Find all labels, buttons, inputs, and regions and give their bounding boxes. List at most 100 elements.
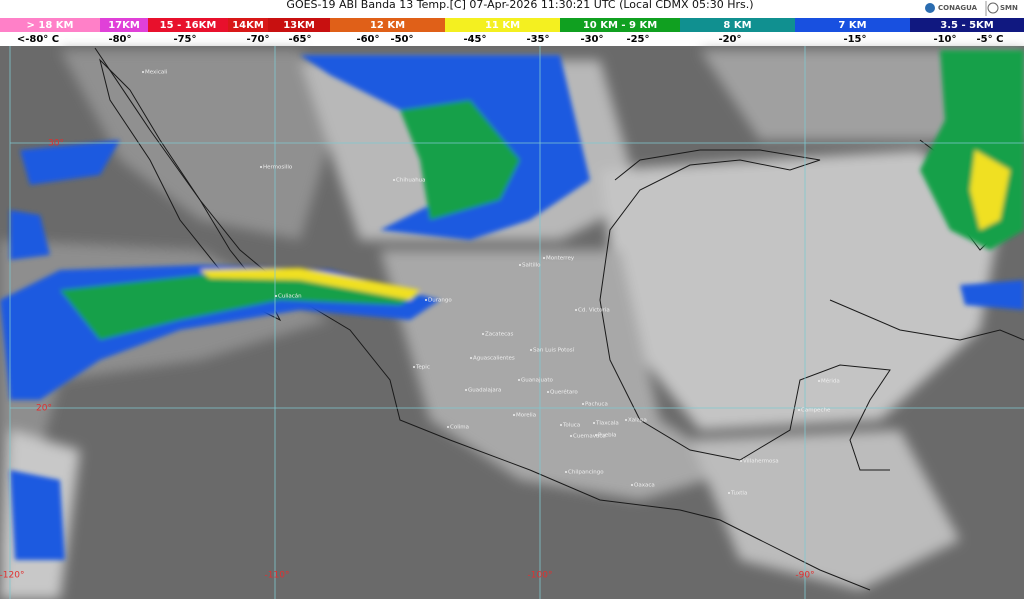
legend-band-label: 10 KM - 9 KM xyxy=(583,20,657,31)
city-marker xyxy=(818,380,820,382)
city-label: Guadalajara xyxy=(468,388,501,394)
legend-temp-label: -45° xyxy=(463,34,486,45)
legend-band xyxy=(330,18,445,32)
city-marker xyxy=(728,492,730,494)
city-label: Colima xyxy=(450,425,469,431)
city-marker xyxy=(560,424,562,426)
graticule-label: -90° xyxy=(795,571,814,581)
legend-band xyxy=(268,18,330,32)
city-label: Zacatecas xyxy=(485,332,513,338)
legend-temp-label: -80° xyxy=(108,34,131,45)
legend-temp-label: -5° C xyxy=(977,34,1004,45)
legend-band xyxy=(0,18,100,32)
city-marker xyxy=(425,299,427,301)
city-label: Cd. Victoria xyxy=(578,308,610,314)
city-marker xyxy=(543,257,545,259)
legend-band-label: 12 KM xyxy=(370,20,405,31)
legend-temp-label: <-80° C xyxy=(17,34,59,45)
city-label: Saltillo xyxy=(522,263,541,269)
city-marker xyxy=(595,434,597,436)
city-marker xyxy=(547,391,549,393)
legend-band xyxy=(560,18,680,32)
legend-band xyxy=(910,18,1024,32)
city-label: Cuernavaca xyxy=(573,434,606,440)
city-label: Mexicali xyxy=(145,70,168,76)
city-marker xyxy=(447,426,449,428)
city-label: Tepic xyxy=(415,365,430,371)
legend-temp-label: -25° xyxy=(626,34,649,45)
legend-band xyxy=(680,18,795,32)
city-marker xyxy=(582,403,584,405)
legend-band xyxy=(100,18,148,32)
graticule xyxy=(9,46,1024,599)
storm-clouds xyxy=(0,50,1024,560)
city-label: Querétaro xyxy=(550,389,578,396)
city-marker xyxy=(518,379,520,381)
city-marker xyxy=(575,309,577,311)
city-label: Guanajuato xyxy=(521,378,554,384)
satellite-map: 30° 20° -120° -110° -100° -90° Mexicali Hermosi… xyxy=(0,46,1024,599)
city-label: Puebla xyxy=(598,433,616,439)
legend-band-label: 17KM xyxy=(108,20,140,31)
city-marker xyxy=(393,179,395,181)
legend-band-label: 3.5 - 5KM xyxy=(940,20,994,31)
city-label: Oaxaca xyxy=(634,483,655,489)
title: GOES-19 ABI Banda 13 Temp.[C] 07-Apr-202… xyxy=(286,0,753,11)
legend-temp-label: -20° xyxy=(718,34,741,45)
city-label: Campeche xyxy=(801,408,831,414)
city-marker xyxy=(570,435,572,437)
legend-temp-label: -65° xyxy=(288,34,311,45)
city-marker xyxy=(513,414,515,416)
city-marker xyxy=(142,71,144,73)
city-marker xyxy=(482,333,484,335)
logo-icon xyxy=(925,3,935,13)
graticule-label: 20° xyxy=(36,404,52,414)
city-marker xyxy=(530,349,532,351)
city-label: Durango xyxy=(428,298,452,304)
city-marker xyxy=(470,357,472,359)
city-marker xyxy=(465,389,467,391)
city-label: Mérida xyxy=(821,378,840,385)
legend-temp-label: -30° xyxy=(580,34,603,45)
city-label: Xalapa xyxy=(628,418,647,424)
city-label: San Luis Potosí xyxy=(533,347,575,354)
legend-band-label: 8 KM xyxy=(723,20,751,31)
graticule-label: -100° xyxy=(528,571,553,581)
legend-temp-row xyxy=(0,32,1024,46)
city-label: Monterrey xyxy=(546,256,575,262)
city-label: Tlaxcala xyxy=(595,421,619,427)
city-label: Pachuca xyxy=(585,402,608,408)
legend-band-label: 14KM xyxy=(232,20,264,31)
city-marker xyxy=(798,409,800,411)
city-marker xyxy=(565,471,567,473)
legend-temp-label: -75° xyxy=(173,34,196,45)
graticule-label: -110° xyxy=(265,571,290,581)
city-label: Culiacán xyxy=(278,293,302,300)
legend-temp-label: -35° xyxy=(526,34,549,45)
legend-band xyxy=(148,18,228,32)
legend-band xyxy=(228,18,268,32)
logos: CONAGUA SMN xyxy=(925,1,1018,16)
city-label: Hermosillo xyxy=(263,165,293,171)
city-label: Tuxtla xyxy=(730,491,747,497)
city-label: Chilpancingo xyxy=(568,470,604,476)
legend-band-label: 13KM xyxy=(283,20,315,31)
city-label: Toluca xyxy=(562,423,580,429)
city-marker xyxy=(625,419,627,421)
title-bar xyxy=(0,0,1024,18)
logo-text: SMN xyxy=(1000,4,1018,12)
city-marker xyxy=(260,166,262,168)
city-marker xyxy=(275,295,277,297)
city-marker xyxy=(519,264,521,266)
legend: > 18 KM 17KM 15 - 16KM 14KM 13KM 12 KM 11 KM 10… xyxy=(0,18,1024,46)
legend-temp-label: -60° xyxy=(356,34,379,45)
legend-band-label: 11 KM xyxy=(485,20,520,31)
city-marker xyxy=(413,366,415,368)
legend-temp-label: -15° xyxy=(843,34,866,45)
logo-text: CONAGUA xyxy=(938,4,978,12)
graticule-label: 30° xyxy=(48,139,64,149)
legend-band xyxy=(445,18,560,32)
logo-icon xyxy=(987,2,999,14)
graticule-label: -120° xyxy=(0,571,24,581)
legend-band-label: 15 - 16KM xyxy=(160,20,217,31)
